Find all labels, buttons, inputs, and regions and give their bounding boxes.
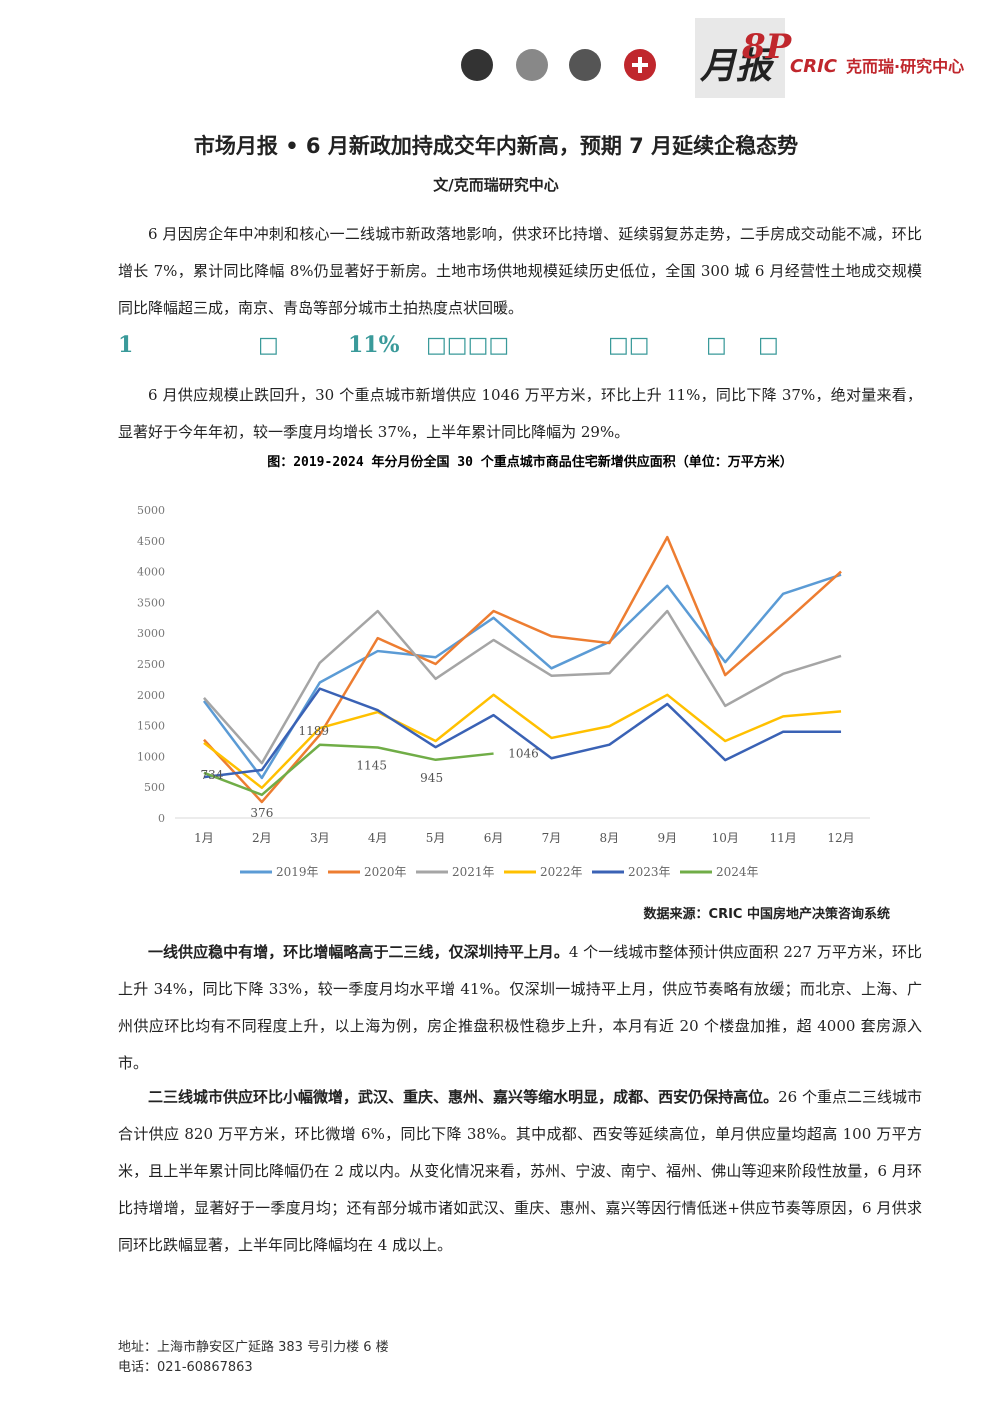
x-tick-label: 2月 [252,831,272,845]
series-line [203,535,842,804]
phone: 电话：021-60867863 [118,1360,253,1375]
y-tick-label: 2500 [137,658,165,671]
brand-en: CRIC [790,56,838,77]
paragraph: 一线供应稳中有增，环比增幅略高于二三线，仅深圳持平上月。4 个一线城市整体预计供… [118,934,922,1082]
x-tick-label: 10月 [712,831,739,845]
x-tick-label: 5月 [426,831,446,845]
legend-label: 2019年 [276,865,319,879]
legend-label: 2020年 [364,865,407,879]
legend-label: 2024年 [716,865,759,879]
glyph: 11% [348,332,400,358]
address: 地址：上海市静安区广延路 383 号引力楼 6 楼 [118,1340,389,1355]
series-line [203,743,494,797]
chart-title: 图：2019-2024 年分月份全国 30 个重点城市商品住宅新增供应面积（单位… [267,454,793,470]
y-tick-label: 0 [158,812,165,825]
y-tick-label: 500 [144,781,165,794]
x-tick-label: 9月 [657,831,677,845]
y-tick-label: 5000 [137,504,165,517]
glyph: □□ [608,332,650,358]
data-label: 1046 [508,747,539,761]
x-tick-label: 3月 [310,831,330,845]
x-tick-label: 7月 [542,831,562,845]
icon [632,57,648,73]
x-tick-label: 1月 [194,831,214,845]
legend-label: 2021年 [452,865,495,879]
glyph: □ [258,332,279,358]
title: 市场月报 • 6 月新政加持成交年内新高，预期 7 月延续企稳态势 [193,134,799,158]
x-tick-label: 12月 [827,831,854,845]
brand-cn: 克而瑞·研究中心 [846,57,964,76]
body: 26 个重点二三线城市合计供应 820 万平方米，环比微增 6%，同比下降 38… [118,1088,922,1254]
x-tick-label: 4月 [368,831,388,845]
x-tick-label: 8月 [600,831,620,845]
icon [461,49,493,81]
icon [569,49,601,81]
x-tick-label: 11月 [769,831,796,845]
series-line [202,573,842,780]
paragraph: 6 月因房企年中冲刺和核心一二线城市新政落地影响，供求环比持增、延续弱复苏走势，… [118,225,922,317]
byline: 文/克而瑞研究中心 [433,176,559,194]
series-line [203,687,842,779]
badge [695,18,785,98]
chart: 图：2019-2024 年分月份全国 30 个重点城市商品住宅新增供应面积（单位… [137,454,870,879]
glyph: 1 [118,332,134,358]
body: 4 个一线城市整体预计供应面积 227 万平方米，环比上升 34%，同比下降 3… [118,943,922,1072]
y-tick-label: 4500 [137,535,165,548]
lead: 二三线城市供应环比小幅微增，武汉、重庆、惠州、嘉兴等缩水明显，成都、西安仍保持高… [148,1088,779,1106]
page-mark: 8P [741,27,793,67]
glyph-row: 1 □ 11% □□□□ □□ □ □ [118,332,922,368]
icon [516,49,548,81]
y-tick-label: 1000 [137,750,165,763]
glyph: □ [758,332,779,358]
data-label: 945 [420,771,443,785]
lead: 一线供应稳中有增，环比增幅略高于二三线，仅深圳持平上月。 [148,943,569,961]
header: 月报 8P CRIC 克而瑞·研究中心 [461,18,964,98]
data-label: 1189 [299,724,330,738]
data-label: 734 [201,768,224,782]
y-tick-label: 1500 [137,720,165,733]
legend-label: 2022年 [540,865,583,879]
glyph: □ [706,332,727,358]
x-tick-label: 6月 [484,831,504,845]
series-line [203,693,842,790]
y-tick-label: 4000 [137,566,165,579]
data-label: 1145 [356,758,387,772]
series-line [203,609,842,765]
y-tick-label: 2000 [137,689,165,702]
y-tick-label: 3500 [137,596,165,609]
y-tick-label: 3000 [137,627,165,640]
report-mark: 月报 [699,45,777,87]
paragraph: 6 月供应规模止跌回升，30 个重点城市新增供应 1046 万平方米，环比上升 … [118,386,922,441]
source: 数据来源：CRIC 中国房地产决策咨询系统 [643,907,890,922]
paragraph: 二三线城市供应环比小幅微增，武汉、重庆、惠州、嘉兴等缩水明显，成都、西安仍保持高… [118,1079,922,1264]
glyph: □□□□ [426,332,510,358]
legend-label: 2023年 [628,865,671,879]
data-label: 376 [250,806,273,820]
